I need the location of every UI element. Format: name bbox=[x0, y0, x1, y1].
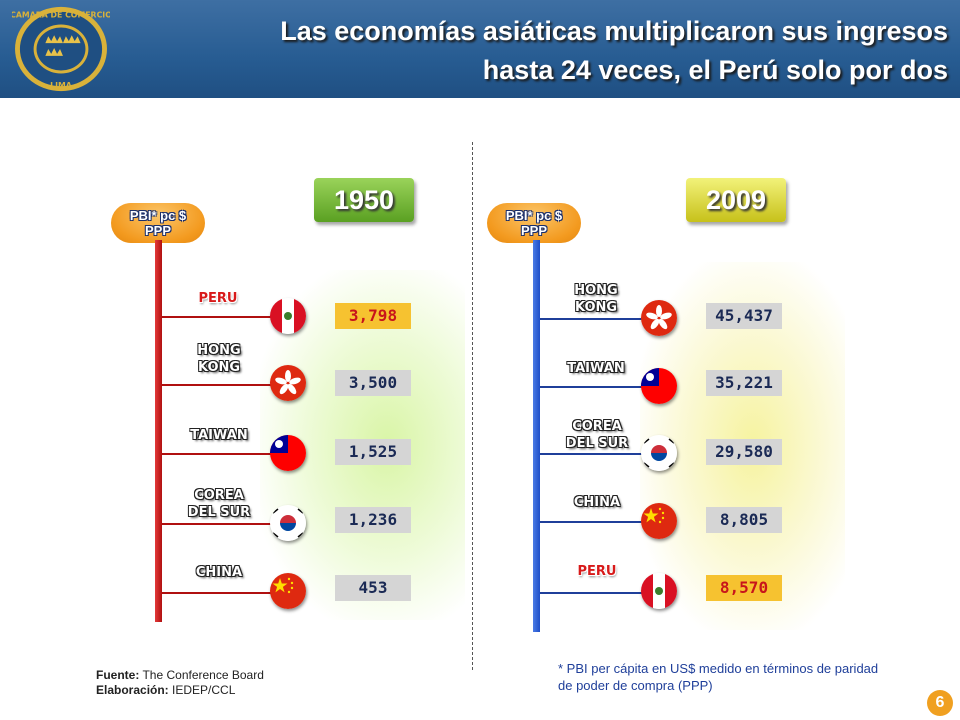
axis-2009 bbox=[533, 240, 540, 632]
panel-divider bbox=[472, 142, 473, 670]
peru-flag-icon bbox=[270, 298, 306, 334]
branch-line bbox=[540, 592, 646, 594]
country-label: COREA DEL SUR bbox=[187, 488, 251, 520]
china-flag-icon bbox=[641, 503, 677, 539]
value-box: 1,525 bbox=[335, 439, 411, 465]
axis-label-line-1: PBI* pc $ bbox=[129, 208, 187, 223]
value-box: 8,570 bbox=[706, 575, 782, 601]
taiwan-flag-icon bbox=[641, 368, 677, 404]
source-value: The Conference Board bbox=[142, 668, 264, 682]
value-box: 3,500 bbox=[335, 370, 411, 396]
value-box: 45,437 bbox=[706, 303, 782, 329]
svg-text:· LIMA ·: · LIMA · bbox=[44, 81, 77, 90]
value-box: 35,221 bbox=[706, 370, 782, 396]
country-label: CHINA bbox=[195, 565, 243, 580]
elaboration-label: Elaboración: bbox=[96, 683, 169, 697]
branch-line bbox=[162, 453, 274, 455]
branch-line bbox=[162, 384, 274, 386]
page-title: Las economías asiáticas multiplicaron su… bbox=[128, 12, 948, 90]
page-number: 6 bbox=[927, 690, 953, 716]
header-bar: CAMARA DE COMERCIO · LIMA · Las economía… bbox=[0, 0, 960, 98]
value-box: 29,580 bbox=[706, 439, 782, 465]
country-label: CHINA bbox=[573, 495, 621, 510]
source-label: Fuente: bbox=[96, 668, 140, 682]
footnote: * PBI per cápita en US$ medido en términ… bbox=[558, 661, 879, 693]
axis-label-line-2: PPP bbox=[520, 223, 547, 238]
value-box: 1,236 bbox=[335, 507, 411, 533]
year-badge-2009: 2009 bbox=[686, 178, 786, 222]
source-note: Fuente: The Conference Board Elaboración… bbox=[96, 668, 264, 698]
hong-kong-flag-icon bbox=[641, 300, 677, 336]
hong-kong-flag-icon bbox=[270, 365, 306, 401]
branch-line bbox=[162, 523, 274, 525]
taiwan-flag-icon bbox=[270, 435, 306, 471]
south-korea-flag-icon bbox=[270, 505, 306, 541]
country-label: HONG KONG bbox=[197, 343, 241, 375]
country-label: COREA DEL SUR bbox=[565, 419, 629, 451]
axis-label-pill-2009: PBI* pc $ PPP bbox=[487, 203, 581, 243]
china-flag-icon bbox=[270, 573, 306, 609]
chamber-of-commerce-logo: CAMARA DE COMERCIO · LIMA · bbox=[12, 6, 110, 92]
branch-line bbox=[540, 386, 646, 388]
branch-line bbox=[540, 521, 646, 523]
branch-line bbox=[162, 592, 274, 594]
value-box: 8,805 bbox=[706, 507, 782, 533]
south-korea-flag-icon bbox=[641, 435, 677, 471]
branch-line bbox=[540, 318, 646, 320]
axis-label-line-2: PPP bbox=[144, 223, 171, 238]
country-label: PERU bbox=[577, 564, 617, 579]
country-label: TAIWAN bbox=[567, 361, 625, 376]
branch-line bbox=[540, 453, 646, 455]
svg-text:CAMARA DE COMERCIO: CAMARA DE COMERCIO bbox=[12, 11, 110, 20]
title-line-2: hasta 24 veces, el Perú solo por dos bbox=[482, 55, 948, 85]
country-label: HONG KONG bbox=[574, 283, 618, 315]
axis-1950 bbox=[155, 240, 162, 622]
peru-flag-icon bbox=[641, 573, 677, 609]
value-box: 453 bbox=[335, 575, 411, 601]
year-badge-1950: 1950 bbox=[314, 178, 414, 222]
value-box: 3,798 bbox=[335, 303, 411, 329]
country-label: TAIWAN bbox=[190, 428, 248, 443]
axis-label-pill-1950: PBI* pc $ PPP bbox=[111, 203, 205, 243]
axis-label-line-1: PBI* pc $ bbox=[505, 208, 563, 223]
title-line-1: Las economías asiáticas multiplicaron su… bbox=[280, 16, 948, 46]
branch-line bbox=[162, 316, 274, 318]
country-label: PERU bbox=[198, 291, 238, 306]
elaboration-value: IEDEP/CCL bbox=[172, 683, 236, 697]
